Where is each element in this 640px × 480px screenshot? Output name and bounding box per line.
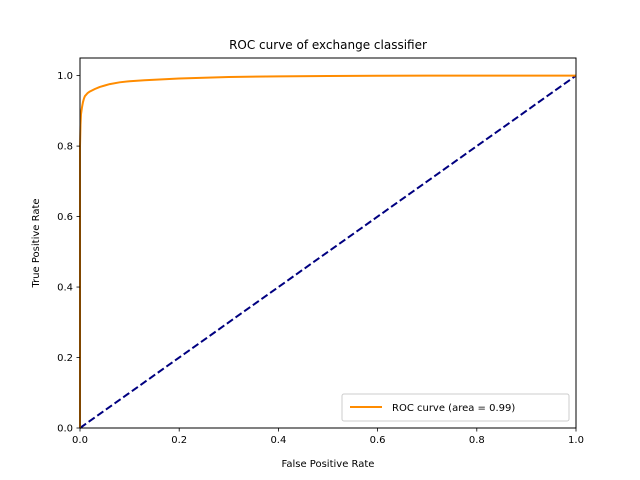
legend-frame [341, 393, 570, 422]
x-tick-label: 1.0 [568, 435, 584, 446]
y-tick-label: 1.0 [57, 71, 73, 82]
x-axis-label: False Positive Rate [282, 459, 375, 470]
axes: 0.0 0.2 0.4 0.6 0.8 1.0 0.0 0.2 0.4 0.6 0.8 1.0 [57, 71, 584, 446]
legend: ROC curve (area = 0.99) [341, 393, 570, 422]
chart-title: ROC curve of exchange classifier [229, 38, 427, 52]
roc-curve-line [79, 74, 576, 428]
y-tick-label: 0.4 [57, 283, 73, 294]
chance-diagonal-line [79, 74, 577, 429]
x-tick-label: 0.4 [270, 435, 286, 446]
y-tick-label: 0.6 [57, 212, 73, 223]
x-tick-label: 0.0 [72, 435, 88, 446]
y-tick-label: 0.0 [57, 424, 73, 435]
x-tick-label: 0.2 [171, 435, 187, 446]
y-axis-label: True Positive Rate [31, 198, 42, 288]
x-tick-label: 0.8 [469, 435, 485, 446]
y-tick-label: 0.2 [57, 353, 73, 364]
y-tick-label: 0.8 [57, 142, 73, 153]
legend-label-roc: ROC curve (area = 0.99) [392, 403, 515, 414]
x-tick-label: 0.6 [370, 435, 386, 446]
plot-frame [79, 57, 577, 429]
plot-area [79, 74, 577, 429]
